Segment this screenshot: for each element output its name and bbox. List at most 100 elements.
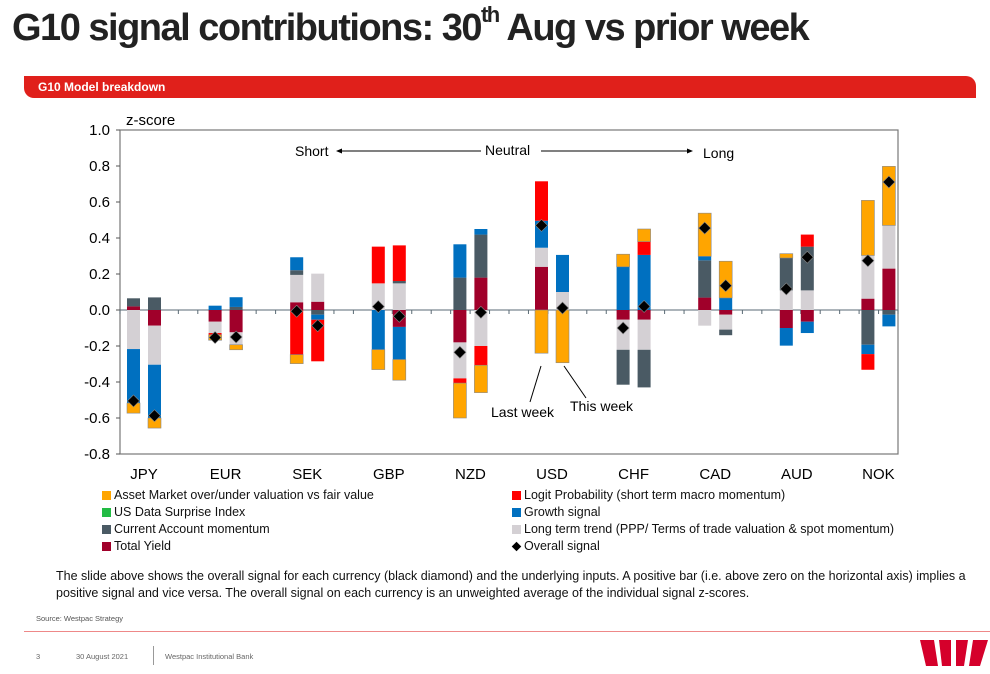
bar-segment-usd-this-growth bbox=[556, 254, 569, 292]
bar-segment-cad-last-asset bbox=[697, 212, 712, 257]
x-tick-label-jpy: JPY bbox=[130, 466, 158, 483]
bar-segment-aud-this-trend bbox=[800, 290, 814, 310]
page-number: 3 bbox=[36, 652, 41, 661]
bar-segment-aud-this-growth bbox=[800, 321, 814, 334]
legend-swatch bbox=[102, 507, 111, 517]
bar-segment-chf-last-asset bbox=[616, 253, 630, 268]
overall-signal-diamond-nzd-this bbox=[474, 305, 488, 319]
legend-swatch bbox=[102, 524, 111, 534]
overall-signal-diamond-chf-this bbox=[637, 299, 651, 313]
bar-segment-aud-last-yield bbox=[779, 310, 793, 328]
legend-label: US Data Surprise Index bbox=[114, 505, 246, 519]
overall-signal-diamond-gbp-last bbox=[371, 300, 385, 314]
x-tick-label-nzd: NZD bbox=[455, 466, 486, 483]
legend-label: Overall signal bbox=[524, 539, 600, 553]
bar-segment-nok-this-growth bbox=[882, 314, 896, 327]
overall-signal-diamond-nok-last bbox=[861, 254, 875, 268]
bar-segment-chf-last-yield bbox=[616, 310, 630, 320]
bar-segment-sek-last-growth bbox=[290, 257, 304, 271]
legend-swatch bbox=[512, 490, 521, 500]
bar-segment-nok-last-ca bbox=[861, 310, 875, 345]
bar-segment-nok-this-yield bbox=[882, 268, 896, 310]
diamond-icon bbox=[511, 541, 522, 551]
bar-segment-usd-last-trend bbox=[535, 247, 548, 267]
x-tick-label-usd: USD bbox=[536, 466, 568, 483]
bar-segment-gbp-last-logit bbox=[371, 246, 385, 284]
overall-signal-diamond-usd-last bbox=[535, 218, 548, 232]
overall-signal-diamond-eur-this bbox=[229, 330, 243, 344]
bar-segment-cad-last-yield bbox=[698, 297, 712, 310]
bar-segment-aud-last-asset bbox=[779, 253, 794, 259]
legend-item-surprise: US Data Surprise Index bbox=[102, 505, 245, 519]
bar-segment-sek-last-logit bbox=[290, 310, 304, 355]
legend-label: Total Yield bbox=[114, 539, 171, 553]
bar-segment-nok-this-ca bbox=[882, 310, 896, 315]
bar-segment-eur-last-trend bbox=[208, 321, 222, 334]
annotation-long: Long bbox=[703, 145, 734, 161]
y-tick-label: 0.8 bbox=[89, 158, 110, 175]
bar-segment-sek-last-asset bbox=[289, 354, 304, 364]
arrow-long-head bbox=[687, 148, 693, 154]
bar-segment-nok-last-yield bbox=[861, 298, 875, 310]
x-tick-label-aud: AUD bbox=[781, 466, 813, 483]
westpac-logo bbox=[920, 640, 988, 666]
legend-swatch bbox=[512, 507, 521, 517]
legend-item-logit: Logit Probability (short term macro mome… bbox=[512, 488, 785, 502]
bar-segment-aud-this-logit bbox=[800, 234, 814, 247]
bar-segment-aud-last-trend bbox=[779, 290, 793, 310]
bar-segment-gbp-this-logit bbox=[392, 245, 406, 282]
bar-segment-gbp-this-asset bbox=[392, 359, 407, 381]
title-rest: Aug vs prior week bbox=[498, 7, 809, 49]
bar-segment-gbp-this-ca bbox=[392, 281, 406, 284]
bar-segment-sek-this-ca bbox=[311, 310, 325, 315]
overall-signal-diamond-jpy-this bbox=[148, 409, 161, 423]
legend-label: Long term trend (PPP/ Terms of trade val… bbox=[524, 522, 895, 536]
x-tick-label-sek: SEK bbox=[292, 466, 322, 483]
x-tick-label-gbp: GBP bbox=[373, 466, 405, 483]
bar-segment-nzd-this-growth bbox=[474, 229, 488, 235]
x-tick-label-chf: CHF bbox=[618, 466, 649, 483]
y-tick-label: -0.2 bbox=[84, 338, 110, 355]
bar-segment-jpy-last-yield bbox=[127, 306, 140, 310]
bar-segment-chf-this-logit bbox=[637, 241, 651, 255]
annotation-this-week: This week bbox=[570, 398, 634, 414]
bar-segment-sek-this-trend bbox=[311, 273, 325, 302]
slide-title: G10 signal contributions: 30th Aug vs pr… bbox=[12, 2, 810, 50]
bar-segment-cad-this-yield bbox=[719, 310, 733, 315]
source-note: Source: Westpac Strategy bbox=[36, 614, 123, 623]
legend-swatch bbox=[102, 490, 111, 500]
bar-segment-nzd-last-asset bbox=[453, 382, 467, 419]
footer-date: 30 August 2021 bbox=[76, 652, 129, 661]
bar-segment-nzd-last-ca bbox=[453, 277, 467, 310]
bar-segment-gbp-last-asset bbox=[371, 349, 386, 370]
arrow-this-week bbox=[563, 365, 587, 399]
overall-signal-diamond-aud-last bbox=[779, 282, 793, 296]
y-tick-label: -0.8 bbox=[84, 446, 110, 463]
footer-separator bbox=[153, 646, 154, 665]
bar-segment-aud-last-growth bbox=[779, 328, 793, 346]
overall-signal-diamond-usd-this bbox=[556, 301, 569, 315]
bar-segment-chf-this-yield bbox=[637, 310, 651, 320]
overall-signal-diamond-nok-this bbox=[882, 175, 896, 189]
overall-signal-diamond-gbp-this bbox=[392, 309, 406, 323]
bar-segment-jpy-this-trend bbox=[148, 325, 161, 365]
title-sup: th bbox=[480, 2, 500, 27]
y-tick-label: 0.4 bbox=[89, 230, 110, 247]
overall-signal-diamond-chf-last bbox=[616, 321, 630, 335]
bar-segment-jpy-last-ca bbox=[127, 298, 140, 307]
bar-segment-nzd-last-growth bbox=[453, 244, 467, 278]
bar-segment-gbp-last-trend bbox=[371, 283, 385, 310]
bar-segment-cad-last-growth bbox=[698, 256, 712, 261]
bar-segment-cad-this-ca bbox=[719, 329, 733, 336]
y-tick-label: 1.0 bbox=[89, 122, 110, 139]
banner-label: G10 Model breakdown bbox=[38, 80, 166, 94]
bar-segment-chf-this-trend bbox=[637, 319, 651, 350]
bar-segment-chf-last-ca bbox=[616, 349, 630, 385]
bar-segment-jpy-this-growth bbox=[148, 364, 161, 418]
legend-item-overall: Overall signal bbox=[511, 539, 600, 553]
overall-signal-diamond-cad-last bbox=[698, 221, 712, 235]
y-axis-label: z-score bbox=[126, 112, 175, 129]
legend-swatch bbox=[102, 541, 111, 551]
legend-label: Asset Market over/under valuation vs fai… bbox=[114, 488, 374, 502]
